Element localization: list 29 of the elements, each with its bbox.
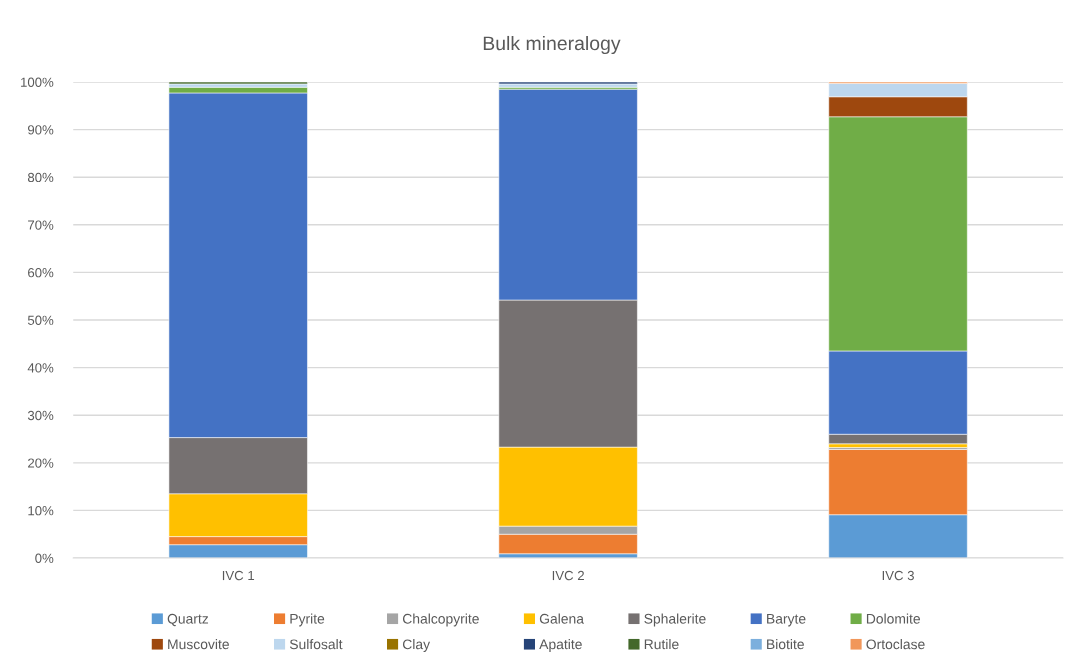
y-tick-label: 50% [27, 315, 54, 325]
legend-label: Apatite [539, 639, 582, 652]
y-tick-label: 90% [28, 125, 54, 135]
legend-label: Muscovite [168, 639, 229, 650]
legend-label: Baryte [767, 614, 806, 627]
legend-label: Sphalerite [644, 613, 706, 627]
legend-label: Biotite [767, 639, 804, 650]
y-tick-label: 100% [21, 77, 54, 87]
legend-label: Quartz [167, 613, 209, 627]
y-tick-label: 60% [28, 267, 54, 278]
y-tick-label: 80% [27, 172, 54, 183]
legend-label: Pyrite [290, 613, 325, 627]
legend-label: Chalcopyrite [402, 613, 479, 627]
x-tick-label: IVC 2 [552, 570, 584, 581]
legend-label: Rutile [644, 639, 679, 650]
legend-label: Ortoclase [866, 639, 925, 650]
y-tick-label: 10% [28, 505, 54, 516]
y-tick-label: 30% [27, 410, 54, 421]
legend-label: Clay [402, 639, 431, 652]
y-tick-label: 0% [35, 553, 54, 563]
y-tick-label: 20% [28, 458, 54, 468]
legend-label: Sulfosalt [289, 639, 343, 650]
legend-label: Dolomite [866, 613, 920, 624]
y-tick-label: 70% [28, 220, 54, 230]
chart-title: Bulk mineralogy [483, 35, 621, 55]
x-tick-label: IVC 1 [222, 570, 255, 581]
y-tick-label: 40% [27, 363, 54, 373]
legend-label: Galena [539, 613, 584, 624]
x-tick-label: IVC 3 [882, 570, 914, 581]
